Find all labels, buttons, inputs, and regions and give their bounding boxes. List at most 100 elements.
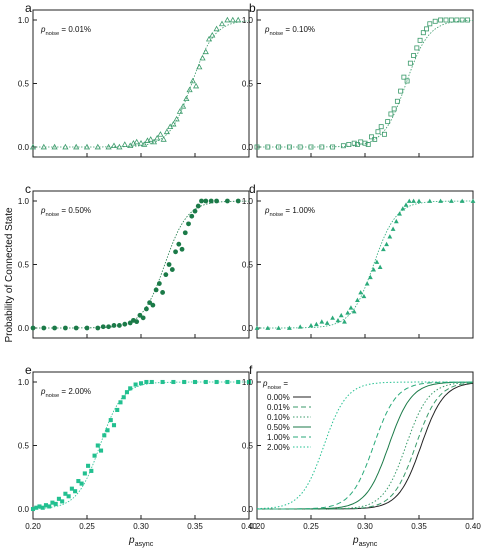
data-point [92,453,97,458]
x-tick-label: 0.25 [79,522,95,531]
data-point [443,17,449,23]
data-point [111,323,117,328]
data-point [235,198,241,204]
data-point [134,319,140,325]
data-point [182,230,188,236]
data-point [355,297,360,302]
data-point [351,140,357,146]
data-point [397,211,402,216]
panel-legend-label: pnoise = 0.10% [264,25,315,37]
y-tick-label: 1.0 [242,197,254,206]
data-point [235,16,242,23]
data-point [308,323,314,328]
data-point [224,16,231,23]
series-line [257,381,473,510]
panel-legend-label: pnoise = 2.00% [40,387,91,399]
data-point [147,300,153,305]
data-point [133,382,138,387]
data-point [372,136,378,142]
data-point [127,320,133,326]
y-tick-label: 0.0 [242,505,254,514]
data-point [213,25,220,32]
panel-letter: e [25,363,32,377]
data-point [361,293,367,299]
y-tick-label: 0.0 [242,143,254,152]
legend-entry-label: 0.50% [267,423,290,432]
data-point [297,324,303,329]
data-point [364,281,370,286]
data-point [62,143,69,150]
data-point [121,141,128,147]
data-point [346,142,352,147]
data-point [40,143,47,150]
data-point [179,246,185,252]
data-point [95,443,100,448]
data-point [149,379,154,385]
data-point [141,141,148,147]
data-point [124,390,129,395]
data-point [173,115,180,122]
data-point [53,501,58,506]
panels: a 0.0 0.5 1.0 pnoise = 0.01% b 0.0 0.5 1.0 pnoise… [18,1,481,548]
data-point [381,131,387,137]
data-point [186,86,193,93]
data-point [377,264,383,269]
y-tick-label: 0.5 [242,80,254,89]
data-point [63,325,68,331]
fit-curve [257,19,474,148]
data-point [338,312,344,318]
data-point [166,262,172,267]
data-point [40,505,45,510]
panel-a: a 0.0 0.5 1.0 pnoise = 0.01% [18,1,250,158]
data-point [176,108,183,114]
data-point [378,124,384,130]
data-point [401,74,407,80]
data-point [186,221,191,227]
panel-legend-label: pnoise = 0.50% [40,206,91,218]
data-point [254,325,260,330]
data-point [432,18,438,24]
data-point [56,496,61,501]
data-point [385,119,391,125]
data-point [203,379,208,385]
data-point [160,379,165,385]
x-axis-label: pasync [128,535,154,548]
data-point [470,198,476,203]
data-point [351,309,357,314]
data-point [196,63,203,70]
data-point [330,144,336,150]
data-point [86,463,91,468]
data-point [417,37,423,43]
panel-legend-label: pnoise = 0.01% [40,25,91,37]
data-point [390,226,396,231]
data-point [454,17,460,23]
data-point [420,30,426,36]
data-point [69,486,74,491]
data-point [51,143,58,150]
data-point [153,287,159,293]
x-tick-label: 0.20 [25,522,41,531]
data-point [76,479,81,484]
y-tick-label: 0.5 [242,261,254,270]
x-tick-label: 0.35 [411,522,427,531]
data-point [276,325,281,330]
data-point [169,267,175,272]
data-point [330,315,335,320]
x-tick-label: 0.40 [465,522,481,531]
data-point [449,198,454,203]
data-point [209,32,216,38]
data-point [319,319,325,324]
data-point [403,202,409,207]
data-point [265,325,271,330]
panel-letter: c [25,182,31,196]
data-point [106,324,111,330]
data-point [225,198,230,204]
y-tick-label: 0.5 [18,80,30,89]
data-point [66,494,71,499]
data-point [147,136,154,142]
data-point [340,143,346,149]
x-tick-label: 0.30 [133,522,149,531]
data-point [105,428,110,433]
panel-e: e 0.0 0.5 1.0 0.20 0.25 0.30 0.35 0.40 pasync pnoi… [18,363,257,548]
